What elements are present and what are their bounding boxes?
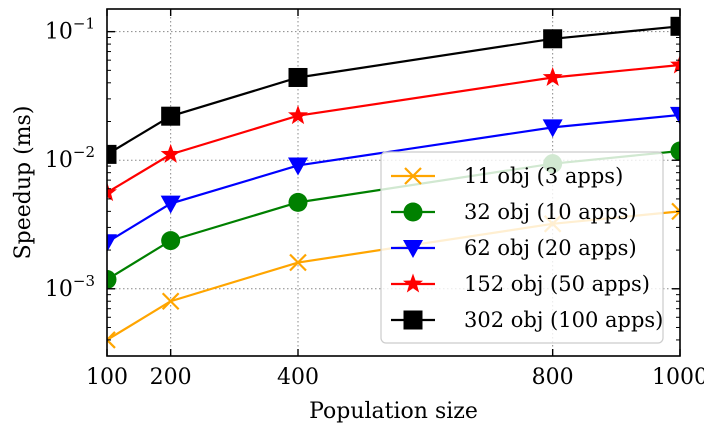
series-3 [107, 106, 680, 253]
legend-label: 62 obj (20 apps) [464, 236, 637, 260]
data-point [542, 119, 563, 138]
data-point [107, 182, 117, 202]
x-axis-label: Population size [309, 399, 478, 424]
legend-box [380, 151, 664, 344]
data-point [288, 192, 308, 212]
x-tick-label: 1000 [652, 365, 704, 390]
data-point [107, 144, 117, 164]
legend-label: 152 obj (50 apps) [464, 272, 650, 296]
data-point [161, 231, 181, 251]
plot-frame [106, 8, 681, 357]
data-point [161, 292, 180, 311]
data-point [289, 253, 307, 272]
data-point [288, 157, 308, 176]
legend-label: 11 obj (3 apps) [464, 164, 623, 188]
x-tick-label: 800 [532, 365, 574, 390]
data-point [671, 202, 680, 221]
data-point [670, 54, 680, 74]
y-tick-label: 10−3 [45, 272, 95, 302]
data-point [288, 67, 308, 87]
x-tick-label: 200 [150, 365, 192, 390]
y-axis-label: Speedup (ms) [11, 106, 36, 260]
data-point [543, 29, 563, 49]
data-point [161, 106, 181, 126]
data-point [670, 16, 680, 36]
legend-entry: 32 obj (10 apps) [391, 200, 637, 224]
data-point [160, 143, 181, 163]
series-line [107, 25, 680, 156]
x-tick-label: 100 [86, 365, 128, 390]
legend-entry: 62 obj (20 apps) [391, 236, 637, 260]
data-point [670, 106, 680, 125]
data-point [160, 195, 181, 214]
legend: 11 obj (3 apps) 32 obj (10 apps) 62 obj (2… [380, 151, 664, 344]
legend-entry: 11 obj (3 apps) [391, 164, 623, 188]
legend-marker [403, 273, 423, 293]
legend-label: 32 obj (10 apps) [464, 200, 637, 224]
axis-ticks: 100 200 400 800 1000 10−3 10−2 10−1 [45, 9, 704, 390]
legend-marker [403, 202, 423, 222]
legend-marker [404, 167, 422, 185]
legend-entry: 152 obj (50 apps) [391, 272, 650, 296]
legend-marker [403, 310, 423, 330]
data-point [542, 66, 563, 86]
data-point [107, 331, 116, 349]
data-point [107, 234, 117, 253]
y-tick-label: 10−2 [45, 143, 95, 173]
legend-marker [403, 240, 423, 258]
series-5 [107, 16, 680, 164]
data-point [107, 270, 117, 290]
y-tick-label: 10−1 [45, 15, 95, 45]
data-point [288, 105, 308, 125]
data-point [670, 141, 680, 161]
series-4 [107, 54, 680, 202]
legend-label: 302 obj (100 apps) [464, 308, 663, 332]
x-tick-label: 400 [277, 365, 319, 390]
legend-entry: 302 obj (100 apps) [391, 308, 663, 332]
